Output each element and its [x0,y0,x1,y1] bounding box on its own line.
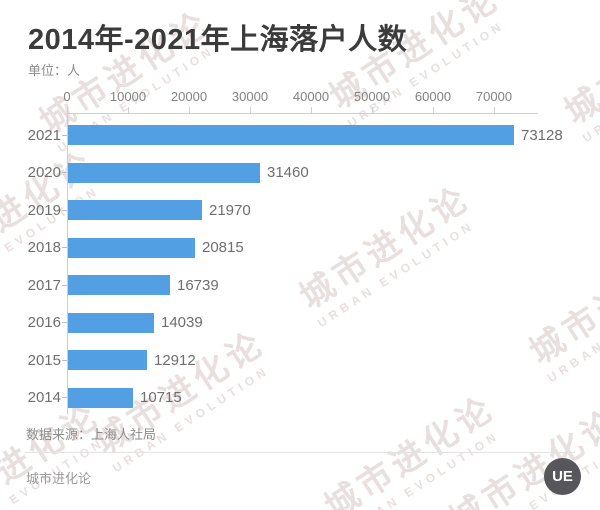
year-label: 2014 [27,389,61,406]
x-axis-tick-label: 70000 [475,89,513,104]
x-axis-tick-mark [433,107,434,113]
bar [68,350,147,370]
year-label: 2018 [27,239,61,256]
bar-row: 2014 10715 [21,387,182,408]
bar-row: 2020 31460 [21,162,309,183]
x-axis-tick-label: 30000 [231,89,269,104]
unit-label: 单位：人 [28,63,81,78]
y-axis-tick-mark [62,397,67,398]
bar [68,125,514,145]
x-axis-tick-label: 0 [63,89,71,104]
ue-logo-text: UE [552,468,573,485]
bar-row: 2017 16739 [21,275,219,295]
value-label: 14039 [161,314,203,331]
page-title: 2014年-2021年上海落户人数 [28,24,408,56]
year-label: 2015 [27,351,61,369]
source-note: 数据来源：上海人社局 [26,427,157,442]
x-axis-tick-mark [311,107,312,113]
bar-row: 2019 21970 [21,200,251,220]
bar-row: 2016 14039 [21,312,203,333]
value-label: 31460 [267,164,309,181]
y-axis-tick-mark [62,209,67,211]
value-label: 20815 [202,239,244,256]
value-label: 73128 [521,126,563,144]
ue-logo: UE [544,458,581,495]
value-label: 10715 [140,389,182,406]
value-label: 16739 [177,276,219,294]
bar [68,312,154,333]
x-axis-tick-mark [494,107,495,113]
y-axis-tick-mark [62,322,67,323]
footer-divider [25,452,575,453]
x-axis-tick-label: 20000 [170,89,208,104]
y-axis-tick-mark [62,359,67,361]
year-label: 2016 [27,314,61,331]
year-label: 2021 [27,126,61,144]
x-axis-tick-mark [372,107,373,113]
x-axis-tick-mark [128,107,129,113]
x-axis-tick-label: 10000 [109,89,147,104]
y-axis-tick-mark [62,247,67,248]
x-axis-tick-label: 40000 [292,89,330,104]
brand-name: 城市进化论 [26,471,92,486]
value-label: 12912 [154,351,196,369]
bar [68,162,260,183]
year-label: 2017 [27,276,61,294]
year-label: 2020 [27,164,61,181]
bar [68,387,133,408]
bar [68,200,202,220]
bar [68,275,170,295]
y-axis-tick-mark [62,172,67,173]
x-axis-line [67,113,538,114]
x-axis-tick-mark [189,107,190,113]
x-axis-tick-mark [250,107,251,113]
value-label: 21970 [209,201,251,219]
x-axis-tick-mark [67,107,68,113]
y-axis-tick-mark [62,284,67,286]
bar-row: 2021 73128 [21,125,563,145]
x-axis-tick-label: 50000 [353,89,391,104]
bar [68,237,195,258]
bar-row: 2018 20815 [21,237,244,258]
y-axis-tick-mark [62,134,67,136]
bar-row: 2015 12912 [21,350,196,370]
y-axis-line [67,113,68,415]
x-axis-tick-label: 60000 [414,89,452,104]
year-label: 2019 [27,201,61,219]
